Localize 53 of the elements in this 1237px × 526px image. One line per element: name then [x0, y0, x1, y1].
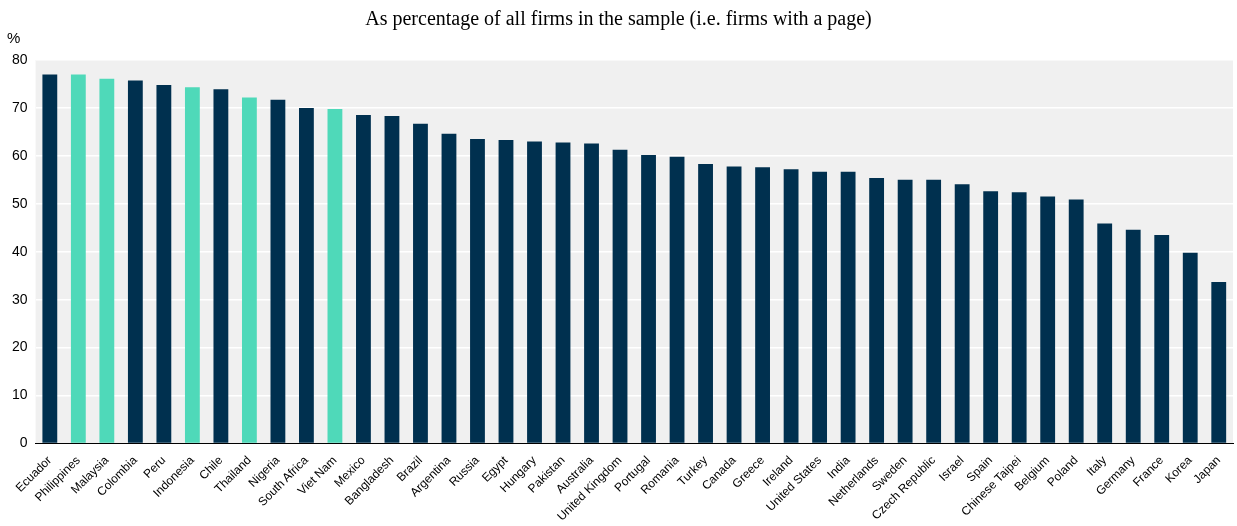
bar [783, 169, 799, 443]
bar [698, 164, 713, 443]
bar [1154, 234, 1170, 443]
y-tick-label: 80 [11, 50, 28, 67]
y-tick-label: 60 [11, 146, 28, 163]
bar [612, 149, 628, 443]
bar [584, 143, 599, 443]
bar [983, 191, 999, 443]
bar [184, 87, 200, 443]
bar [384, 116, 400, 443]
bar [1068, 199, 1084, 443]
bar [1211, 281, 1227, 443]
y-tick-label: 10 [11, 386, 28, 403]
bar [327, 108, 343, 443]
bar [954, 184, 970, 443]
bar [840, 171, 856, 443]
bar [127, 80, 143, 443]
y-tick-label: 70 [11, 98, 28, 115]
y-tick-label: 30 [11, 290, 28, 307]
bar [241, 97, 257, 443]
bar [897, 179, 913, 443]
bar [641, 154, 656, 443]
bar [1040, 196, 1056, 443]
bar [926, 179, 942, 443]
bar [42, 74, 58, 443]
bar [555, 142, 571, 443]
bar [213, 89, 229, 443]
bar [270, 99, 286, 443]
y-tick-label: 50 [11, 194, 28, 211]
bar [869, 177, 885, 443]
bar [470, 139, 485, 443]
bar [669, 156, 685, 443]
bar [498, 140, 514, 443]
bar [299, 107, 314, 443]
bar [755, 167, 770, 443]
bar [99, 78, 115, 443]
bar [726, 166, 742, 443]
bar [812, 171, 828, 443]
bar [1011, 192, 1027, 443]
y-tick-label: 40 [11, 242, 28, 259]
bar [70, 74, 86, 443]
bar [527, 141, 542, 443]
bar [1097, 223, 1113, 443]
y-tick-label: 20 [11, 338, 28, 355]
bar [356, 115, 371, 443]
bar [156, 84, 172, 443]
y-tick-label: 0 [19, 434, 28, 451]
bar [441, 133, 457, 443]
bar [1182, 252, 1198, 443]
y-axis-title: % [6, 28, 21, 46]
chart-title: As percentage of all firms in the sample (i.e. firms with a page) [365, 7, 872, 31]
bar [413, 123, 428, 443]
bar [1125, 229, 1141, 443]
